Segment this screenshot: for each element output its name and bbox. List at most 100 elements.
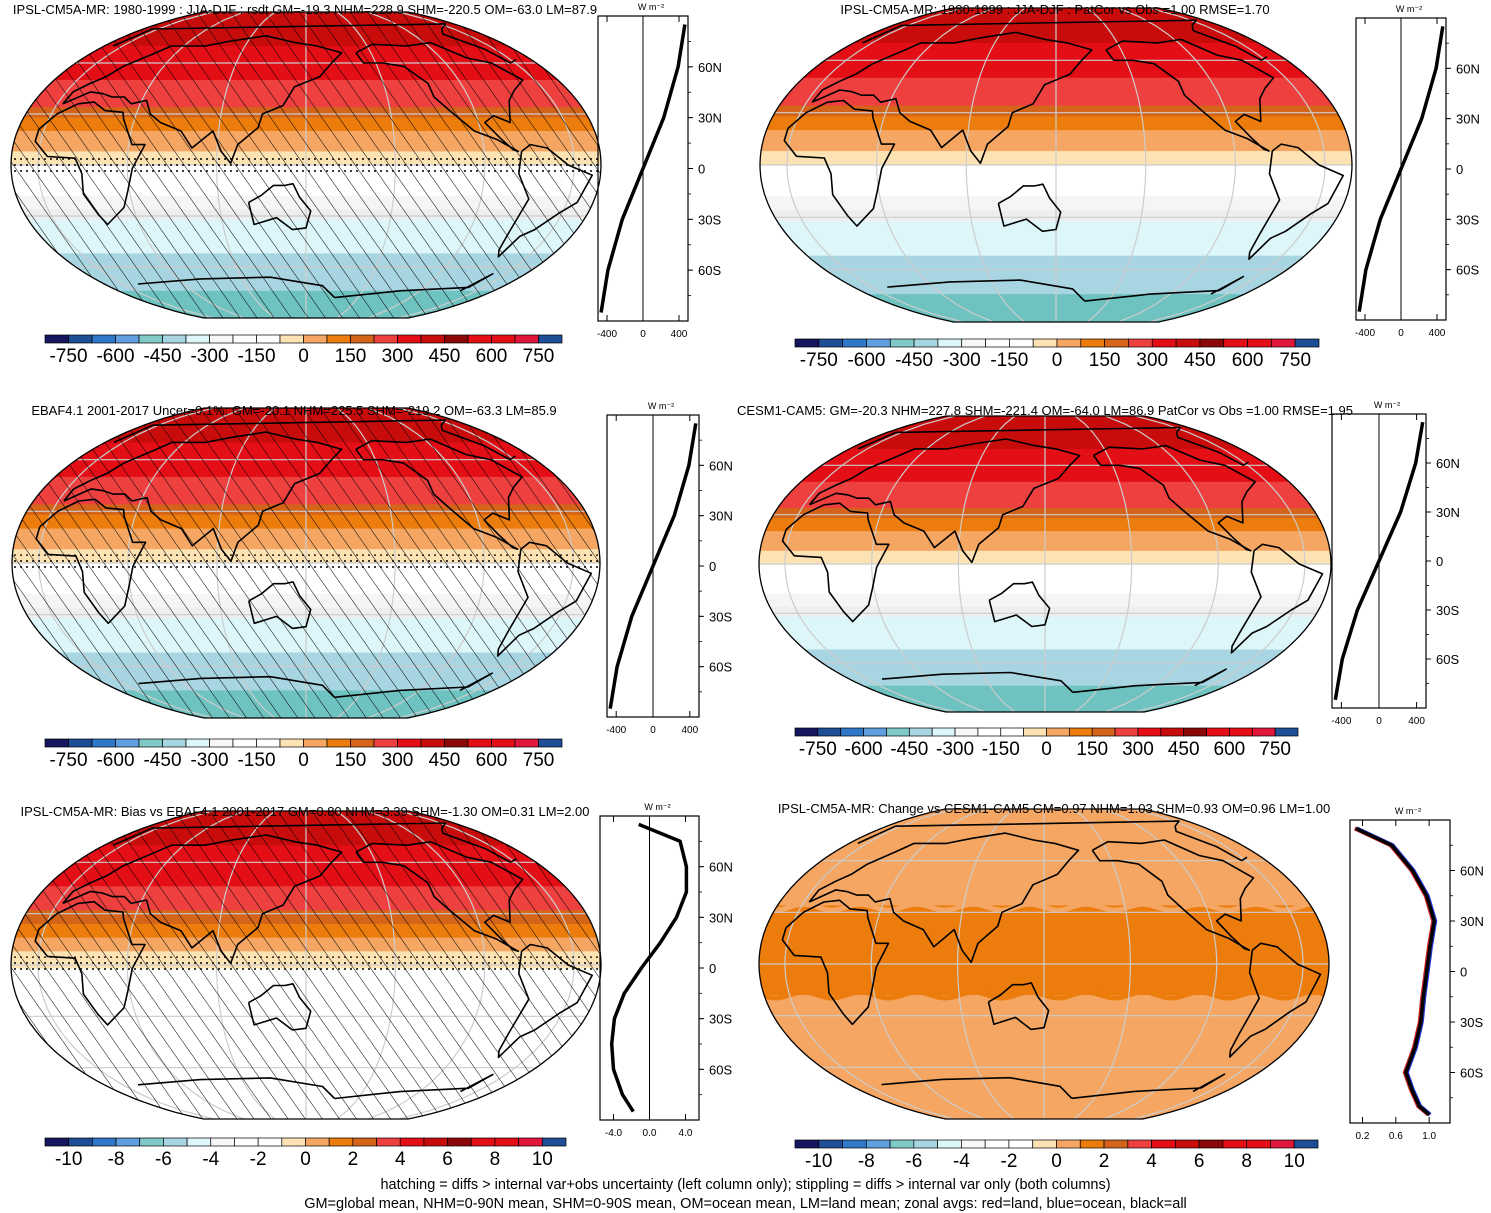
colorbar-tick-label: 150 (335, 750, 367, 771)
colorbar-tick-label: -150 (982, 739, 1020, 760)
lat-tick-label: 60N (709, 458, 733, 473)
colorbar-tick-label: 600 (1214, 739, 1246, 760)
colorbar-swatch (1151, 338, 1177, 348)
panel-5: IPSL-CM5A-MR: Bias vs EBAF4.1 2001-2017 … (10, 802, 733, 1170)
map-border (10, 11, 602, 319)
colorbar-swatch (470, 1137, 496, 1147)
unit-label: W m⁻² (644, 802, 670, 812)
map-border (11, 407, 601, 719)
panel-title-group: IPSL-CM5A-MR: Bias vs EBAF4.1 2001-2017 … (20, 804, 589, 819)
colorbar-swatch (491, 738, 516, 748)
colorbar-swatch (44, 738, 69, 748)
colorbar-swatch (1137, 727, 1162, 737)
colorbar-swatch (68, 1137, 93, 1147)
map-border (758, 808, 1330, 1120)
lat-tick-label: 60N (709, 860, 733, 875)
zonal-curve-all (1333, 421, 1425, 701)
colorbar-swatch (842, 338, 867, 348)
colorbar-swatch (1127, 1139, 1152, 1149)
colorbar-swatch (68, 334, 93, 344)
graticule-meridian (784, 416, 956, 712)
south-america-outline (1230, 543, 1324, 654)
colorbar-swatch (257, 1137, 283, 1147)
colorbar-tick-label: -150 (990, 350, 1028, 371)
north-america-outline (1092, 444, 1256, 552)
graticule-meridian (957, 416, 1016, 712)
lat-tick-label: 30S (1436, 603, 1459, 618)
colorbar-tick-label: -10 (55, 1149, 82, 1170)
colorbar-swatch (91, 738, 116, 748)
lat-tick-label: 30S (1456, 212, 1479, 227)
colorbar-swatch (1069, 727, 1093, 737)
eurasia-outline (808, 438, 1081, 564)
colorbar-swatch (399, 1137, 425, 1147)
colorbar-tick-label: -150 (237, 750, 275, 771)
colorbar-swatch (931, 727, 956, 737)
graticule-meridian (956, 809, 1015, 1119)
map-border (758, 415, 1332, 713)
colorbar-swatch (1000, 727, 1024, 737)
zonal-mean-plot: W m⁻² 60N 30N 0 30S 60S 0.2 0.6 1.0 (1349, 806, 1484, 1142)
antarctica-outline (887, 275, 1245, 302)
south-america-outline (1248, 143, 1344, 260)
unit-label: W m⁻² (1374, 400, 1400, 410)
south-america-outline (497, 943, 593, 1059)
colorbar-swatch (1128, 338, 1153, 348)
colorbar-swatch (518, 1137, 543, 1147)
colorbar-tick-label: -4 (953, 1151, 970, 1172)
colorbar: -750 -600 -450 -300 -150 0 150 300 450 600 750 (44, 738, 563, 771)
colorbar-swatch (985, 338, 1010, 348)
colorbar-swatch (1103, 1139, 1129, 1149)
colorbar: -750 -600 -450 -300 -150 0 150 300 450 600 750 (44, 334, 563, 367)
colorbar-swatch (913, 1139, 938, 1149)
zonal-curve-ocean (1355, 826, 1438, 1117)
unit-label: W m⁻² (648, 401, 674, 411)
panel-title-group: IPSL-CM5A-MR: Change vs CESM1-CAM5 GM=0.… (778, 801, 1330, 816)
colorbar-swatch (1223, 338, 1248, 348)
colorbar-tick-label: 750 (1259, 739, 1291, 760)
colorbar-swatch (44, 1137, 70, 1147)
colorbar-tick-label: 0 (1041, 739, 1052, 760)
australia-outline (247, 182, 312, 231)
lat-tick-label: 60N (1460, 864, 1484, 879)
graticule-meridian (1103, 809, 1218, 1119)
colorbar-swatch (1251, 727, 1276, 737)
zonal-curve-all (609, 822, 689, 1113)
colorbar-swatch (514, 334, 539, 344)
colorbar-swatch (115, 1137, 141, 1147)
colorbar-tick-label: 0 (298, 346, 309, 367)
colorbar-swatch (961, 1139, 986, 1149)
colorbar-swatch (1274, 727, 1299, 737)
panel-title-group: CESM1-CAM5: GM=-20.3 NHM=227.8 SHM=-221.… (737, 403, 1353, 418)
unit-label: W m⁻² (1396, 4, 1422, 14)
colorbar-swatch (376, 1137, 401, 1147)
south-america-outline (497, 143, 593, 258)
colorbar-swatch (279, 334, 304, 344)
lat-tick-label: 30N (698, 111, 722, 126)
lat-tick-label: 30N (1436, 505, 1460, 520)
stippling-overlay (11, 956, 601, 974)
colorbar-tick-label: 450 (1168, 739, 1200, 760)
graticule-meridian (1133, 809, 1304, 1119)
lat-tick-label: 30N (709, 910, 733, 925)
colorbar-tick-label: 600 (476, 346, 508, 367)
colorbar-swatch (234, 1137, 259, 1147)
colorbar-swatch (115, 738, 140, 748)
colorbar-tick-label: 8 (490, 1149, 501, 1170)
x-tick-label: -400 (1355, 328, 1375, 339)
colorbar-swatch (303, 334, 328, 344)
colorbar-tick-label: -2 (1001, 1151, 1018, 1172)
eurasia-outline (811, 31, 1093, 165)
colorbar-swatch (889, 338, 915, 348)
colorbar-swatch (138, 738, 163, 748)
map-body (11, 811, 601, 1119)
colorbar-swatch (303, 738, 328, 748)
north-america-outline (355, 41, 524, 153)
lat-tick-label: 60S (709, 660, 732, 675)
colorbar-swatch (1056, 1139, 1081, 1149)
antarctica-outline (881, 1073, 1226, 1100)
colorbar-tick-label: -300 (190, 346, 228, 367)
colorbar-swatch (538, 738, 563, 748)
colorbar-tick-label: -750 (49, 346, 87, 367)
